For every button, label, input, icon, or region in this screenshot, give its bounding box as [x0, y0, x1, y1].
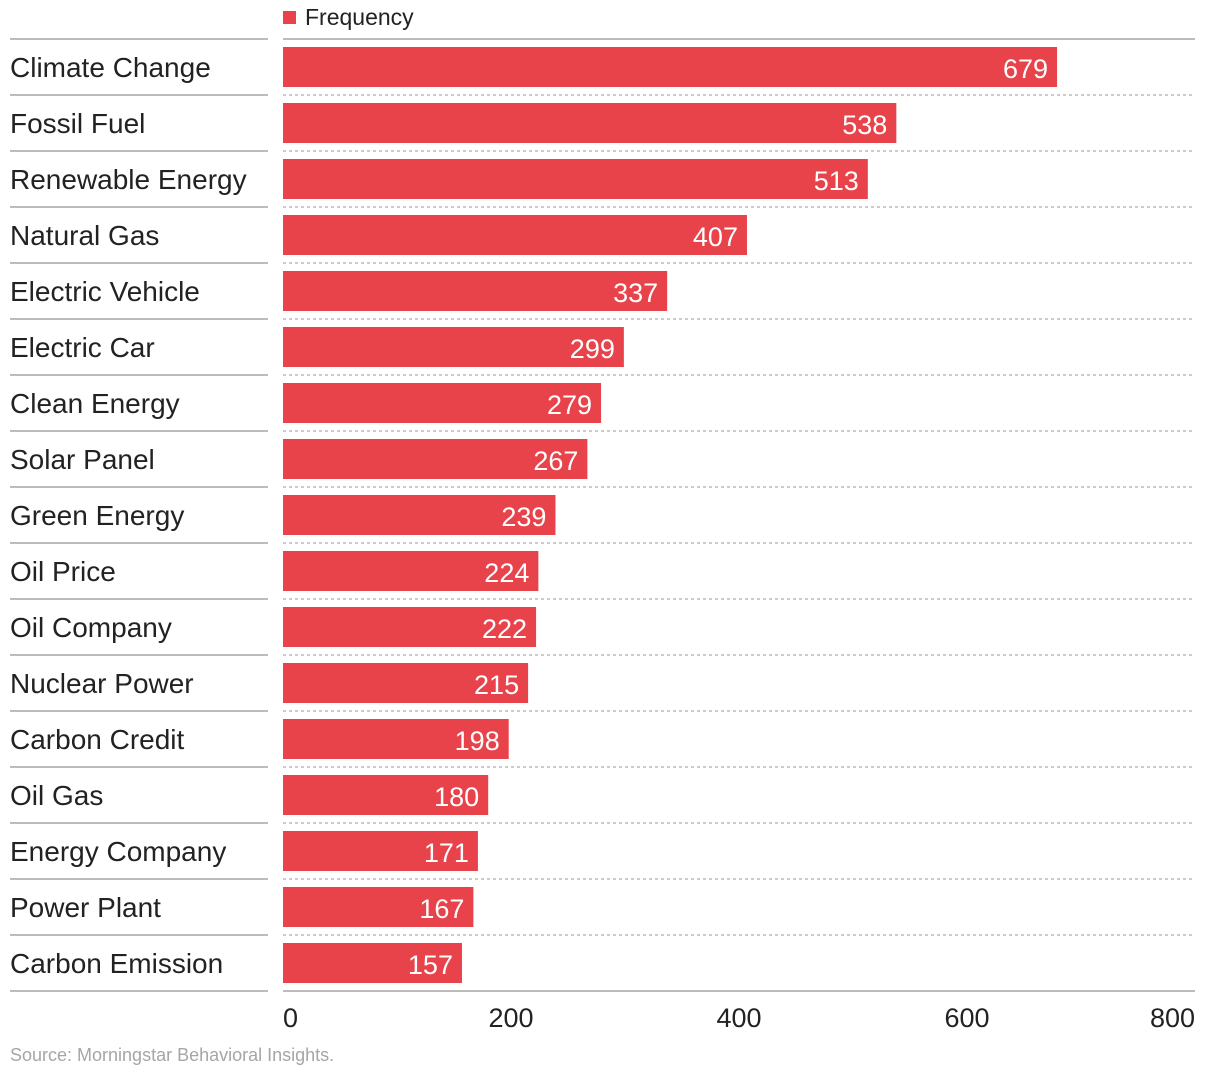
- data-label: 538: [842, 110, 887, 140]
- category-label: Electric Car: [10, 332, 155, 363]
- category-label: Oil Price: [10, 556, 116, 587]
- category-label: Renewable Energy: [10, 164, 247, 195]
- bar: [283, 663, 529, 703]
- category-label: Nuclear Power: [10, 668, 194, 699]
- bar: [283, 103, 897, 143]
- bar: [283, 327, 624, 367]
- data-label: 171: [424, 838, 469, 868]
- bar: [283, 551, 539, 591]
- data-label: 198: [455, 726, 500, 756]
- category-label: Clean Energy: [10, 388, 180, 419]
- bar: [283, 943, 462, 983]
- data-label: 299: [570, 334, 615, 364]
- category-label: Climate Change: [10, 52, 211, 83]
- category-label: Fossil Fuel: [10, 108, 145, 139]
- data-label: 407: [693, 222, 738, 252]
- bar: [283, 831, 478, 871]
- category-label: Solar Panel: [10, 444, 155, 475]
- legend-swatch: [283, 11, 296, 24]
- x-tick-label: 600: [944, 1003, 989, 1033]
- bar: [283, 607, 537, 647]
- bar: [283, 719, 509, 759]
- category-label: Natural Gas: [10, 220, 159, 251]
- data-label: 215: [474, 670, 519, 700]
- bar: [283, 215, 747, 255]
- bar: [283, 271, 668, 311]
- data-label: 679: [1003, 54, 1048, 84]
- data-label: 239: [501, 502, 546, 532]
- bar: [283, 495, 556, 535]
- bar: [283, 383, 602, 423]
- category-label: Green Energy: [10, 500, 184, 531]
- source-note: Source: Morningstar Behavioral Insights.: [10, 1045, 335, 1065]
- category-label: Electric Vehicle: [10, 276, 200, 307]
- category-label: Oil Company: [10, 612, 172, 643]
- x-tick-label: 400: [716, 1003, 761, 1033]
- category-label: Carbon Emission: [10, 948, 223, 979]
- x-tick-label: 0: [283, 1003, 298, 1033]
- x-tick-label: 200: [488, 1003, 533, 1033]
- category-label: Energy Company: [10, 836, 226, 867]
- bar: [283, 887, 474, 927]
- data-label: 337: [613, 278, 658, 308]
- bar: [283, 775, 489, 815]
- data-label: 279: [547, 390, 592, 420]
- x-tick-label: 800: [1150, 1003, 1195, 1033]
- data-label: 167: [419, 894, 464, 924]
- data-label: 513: [814, 166, 859, 196]
- category-label: Carbon Credit: [10, 724, 185, 755]
- category-label: Oil Gas: [10, 780, 103, 811]
- legend-label: Frequency: [305, 4, 414, 30]
- data-label: 224: [484, 558, 529, 588]
- data-label: 222: [482, 614, 527, 644]
- data-label: 180: [434, 782, 479, 812]
- data-label: 157: [408, 950, 453, 980]
- bar: [283, 159, 868, 199]
- bar: [283, 439, 588, 479]
- bar: [283, 47, 1058, 87]
- data-label: 267: [533, 446, 578, 476]
- category-label: Power Plant: [10, 892, 161, 923]
